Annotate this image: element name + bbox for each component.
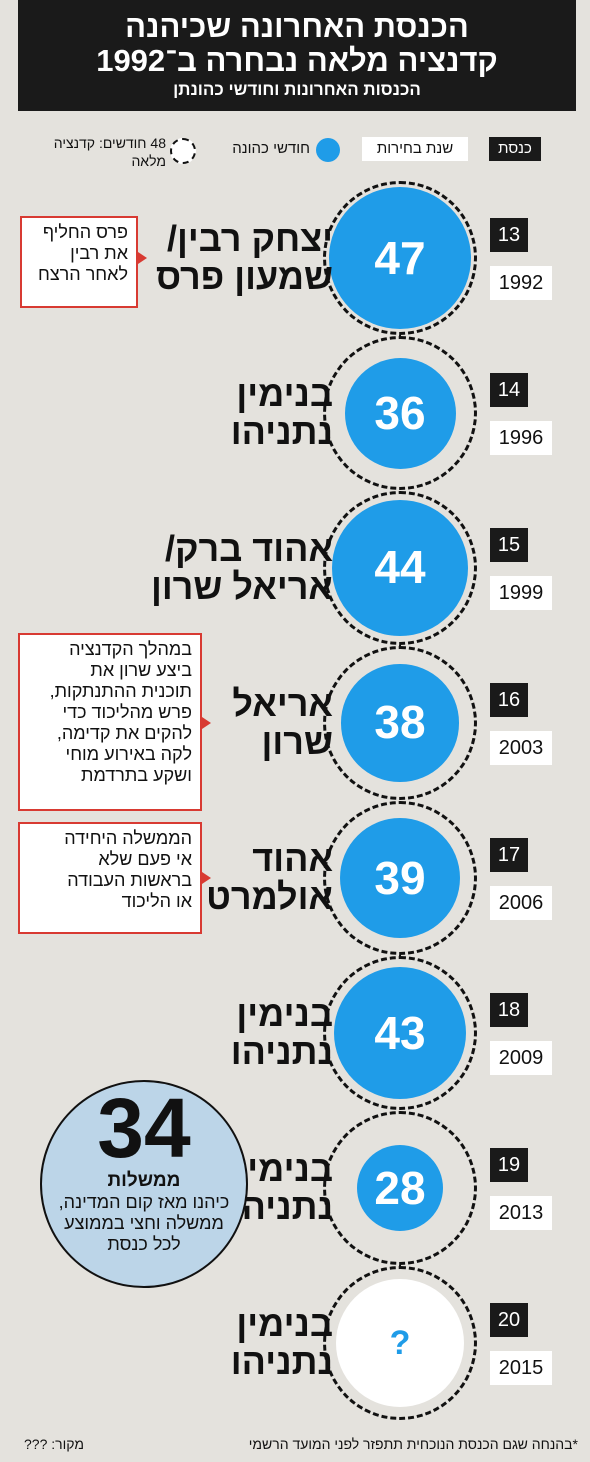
legend-blue-circle-icon: [316, 138, 340, 162]
footnote: *בהנחה שגם הכנסת הנוכחית תתפזר לפני המוע…: [248, 1436, 578, 1452]
stat-description: כיהנו מאז קום המדינה, ממשלה וחצי בממוצע …: [58, 1192, 230, 1254]
annotation-line: פרש מהליכוד כדי: [62, 702, 192, 722]
months-bubble: 47: [329, 187, 471, 329]
legend-months-served: חודשי כהונה: [232, 140, 310, 157]
legend-dashed-circle-icon: [170, 138, 196, 164]
source: מקור: ???: [24, 1436, 84, 1452]
annotation-line: במהלך הקדנציה: [69, 639, 192, 659]
annotation-line: לאחר הרצח: [38, 264, 128, 284]
election-year: 1999: [490, 576, 552, 610]
months-bubble: 38: [341, 664, 459, 782]
prime-minister-name-line: אהוד ברק/: [164, 528, 333, 569]
legend-election-year: שנת בחירות: [362, 137, 468, 161]
knesset-number: 18: [490, 993, 528, 1027]
months-bubble: 43: [333, 966, 467, 1100]
months-bubble: ?: [336, 1279, 464, 1407]
prime-minister-name: אהוד ברק/אריאל שרון: [113, 530, 333, 606]
knesset-number: 13: [490, 218, 528, 252]
prime-minister-name-line: אהוד: [252, 838, 333, 879]
header: הכנסת האחרונה שכיהנה קדנציה מלאה נבחרה ב…: [18, 0, 576, 111]
subtitle: הכנסות האחרונות וחודשי כהונתן: [173, 80, 421, 99]
prime-minister-name-line: בנימין: [236, 993, 333, 1034]
election-year: 2006: [490, 886, 552, 920]
prime-minister-name-line: בנימין: [236, 1148, 333, 1189]
annotation-box: הממשלה היחידה אי פעם שלא בראשות העבודה או ה…: [18, 822, 202, 934]
election-year: 2003: [490, 731, 552, 765]
annotation-line: פרס החליף: [42, 222, 128, 242]
prime-minister-name-line: בנימין: [236, 1303, 333, 1344]
months-bubble: 44: [332, 500, 468, 636]
prime-minister-name-line: נתניהו: [230, 1341, 333, 1382]
prime-minister-name-line: יצחק רבין/: [167, 218, 333, 259]
election-year: 2015: [490, 1351, 552, 1385]
annotation-pointer-icon: [202, 872, 211, 884]
title-line-2: קדנציה מלאה נבחרה ב־1992: [96, 43, 498, 78]
prime-minister-name-line: נתניהו: [230, 411, 333, 452]
stat-unit: ממשלות: [107, 1170, 181, 1191]
election-year: 1996: [490, 421, 552, 455]
legend-full-term: 48 חודשים: קדנציה מלאה: [53, 135, 166, 169]
months-bubble: 39: [339, 817, 461, 939]
annotation-line: את רבין: [70, 243, 128, 263]
months-bubble: 28: [356, 1144, 444, 1232]
annotation-box: במהלך הקדנציה ביצע שרון את תוכנית ההתנתקות…: [18, 633, 202, 811]
annotation-pointer-icon: [138, 252, 147, 264]
prime-minister-name: בנימין נתניהו: [113, 995, 333, 1071]
knesset-number: 19: [490, 1148, 528, 1182]
prime-minister-name-line: אריאל: [232, 683, 333, 724]
prime-minister-name: אהוד אולמרט: [113, 840, 333, 916]
annotation-line: לקה באירוע מוחי: [65, 744, 192, 764]
title-line-1: הכנסת האחרונה שכיהנה: [125, 9, 469, 44]
prime-minister-name-line: שמעון פרס: [155, 256, 333, 297]
prime-minister-name-line: נתניהו: [230, 1186, 333, 1227]
prime-minister-name-line: אולמרט: [206, 876, 333, 917]
knesset-number: 15: [490, 528, 528, 562]
months-bubble: 36: [344, 357, 456, 469]
prime-minister-name: בנימין נתניהו: [113, 1150, 333, 1226]
annotation-line: אי פעם שלא: [98, 849, 192, 869]
prime-minister-name-line: שרון: [261, 721, 333, 762]
knesset-number: 17: [490, 838, 528, 872]
election-year: 1992: [490, 266, 552, 300]
prime-minister-name: אריאל שרון: [113, 685, 333, 761]
knesset-number: 20: [490, 1303, 528, 1337]
election-year: 2009: [490, 1041, 552, 1075]
prime-minister-name: יצחק רבין/שמעון פרס: [113, 220, 333, 296]
annotation-line: ושקע בתרדמת: [81, 765, 192, 785]
knesset-number: 14: [490, 373, 528, 407]
knesset-number: 16: [490, 683, 528, 717]
annotation-line: להקים את קדימה,: [56, 723, 192, 743]
prime-minister-name: בנימין נתניהו: [113, 1305, 333, 1381]
annotation-line: הממשלה היחידה: [64, 828, 192, 848]
stat-circle: 34 ממשלות כיהנו מאז קום המדינה, ממשלה וח…: [40, 1080, 248, 1288]
prime-minister-name-line: בנימין: [236, 373, 333, 414]
prime-minister-name-line: נתניהו: [230, 1031, 333, 1072]
annotation-line: תוכנית ההתנתקות,: [49, 681, 192, 701]
annotation-pointer-icon: [202, 717, 211, 729]
legend-knesset: כנסת: [489, 137, 541, 161]
election-year: 2013: [490, 1196, 552, 1230]
annotation-line: או הליכוד: [121, 891, 192, 911]
prime-minister-name: בנימין נתניהו: [113, 375, 333, 451]
annotation-line: בראשות העבודה: [67, 870, 192, 890]
annotation-line: ביצע שרון את: [90, 660, 192, 680]
stat-number: 34: [97, 1081, 191, 1175]
annotation-box: פרס החליף את רבין לאחר הרצח: [20, 216, 138, 308]
prime-minister-name-line: אריאל שרון: [150, 566, 333, 607]
